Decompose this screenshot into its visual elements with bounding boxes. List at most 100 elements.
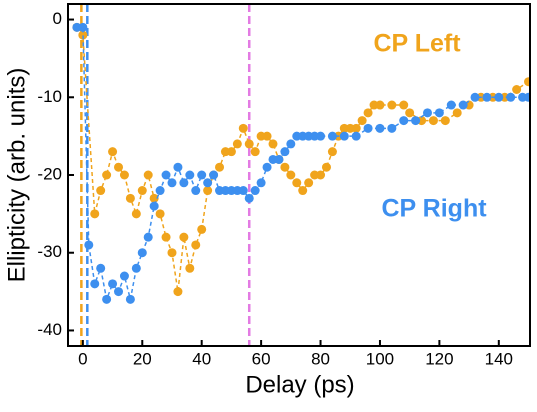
point bbox=[102, 170, 112, 180]
y-tick-label: -10 bbox=[37, 87, 62, 106]
point bbox=[298, 186, 308, 196]
point bbox=[434, 108, 444, 118]
point bbox=[96, 186, 106, 196]
point bbox=[482, 92, 492, 102]
point bbox=[173, 287, 183, 297]
point bbox=[226, 147, 236, 157]
point bbox=[280, 147, 290, 157]
point bbox=[428, 116, 438, 126]
point bbox=[119, 271, 129, 281]
point bbox=[131, 263, 141, 273]
point bbox=[262, 162, 272, 172]
point bbox=[119, 170, 129, 180]
point bbox=[506, 92, 516, 102]
point bbox=[215, 162, 225, 172]
point bbox=[321, 162, 331, 172]
y-tick-label: -30 bbox=[37, 242, 62, 261]
point bbox=[114, 287, 124, 297]
point bbox=[209, 170, 219, 180]
series-line bbox=[76, 26, 529, 303]
point bbox=[387, 100, 397, 110]
point bbox=[363, 108, 373, 118]
point bbox=[304, 178, 314, 188]
point bbox=[280, 162, 290, 172]
y-tick-label: -20 bbox=[37, 164, 62, 183]
point bbox=[286, 170, 296, 180]
point bbox=[363, 123, 373, 133]
point bbox=[339, 131, 349, 141]
point bbox=[191, 240, 201, 250]
x-tick-label: 140 bbox=[485, 349, 513, 368]
point bbox=[458, 100, 468, 110]
x-tick-label: 40 bbox=[192, 349, 211, 368]
point bbox=[274, 154, 284, 164]
point bbox=[351, 131, 361, 141]
point bbox=[250, 147, 260, 157]
point bbox=[262, 131, 272, 141]
point bbox=[155, 186, 165, 196]
point bbox=[470, 92, 480, 102]
point bbox=[84, 240, 94, 250]
point bbox=[238, 186, 248, 196]
point bbox=[316, 170, 326, 180]
point bbox=[203, 178, 213, 188]
point bbox=[143, 170, 153, 180]
point bbox=[137, 248, 147, 258]
point bbox=[173, 162, 183, 172]
point bbox=[102, 294, 112, 304]
point bbox=[179, 178, 189, 188]
point bbox=[78, 22, 88, 32]
x-tick-label: 20 bbox=[133, 349, 152, 368]
point bbox=[351, 123, 361, 133]
point bbox=[256, 178, 266, 188]
point bbox=[167, 178, 177, 188]
series-line bbox=[76, 26, 529, 292]
point bbox=[149, 201, 159, 211]
y-tick-label: -40 bbox=[37, 320, 62, 339]
y-tick-label: 0 bbox=[53, 9, 62, 28]
point bbox=[114, 162, 124, 172]
point bbox=[137, 186, 147, 196]
point bbox=[185, 263, 195, 273]
point bbox=[191, 186, 201, 196]
point bbox=[244, 139, 254, 149]
point bbox=[238, 123, 248, 133]
point bbox=[149, 193, 159, 203]
x-axis-label: Delay (ps) bbox=[245, 371, 354, 398]
x-tick-label: 0 bbox=[78, 349, 87, 368]
point bbox=[90, 209, 100, 219]
point bbox=[90, 279, 100, 289]
x-tick-label: 80 bbox=[311, 349, 330, 368]
point bbox=[399, 100, 409, 110]
point bbox=[161, 232, 171, 242]
x-tick-label: 120 bbox=[425, 349, 453, 368]
point bbox=[405, 108, 415, 118]
legend-label: CP Left bbox=[373, 30, 461, 58]
point bbox=[185, 170, 195, 180]
point bbox=[203, 186, 213, 196]
point bbox=[446, 100, 456, 110]
point bbox=[155, 209, 165, 219]
point bbox=[78, 30, 88, 40]
point bbox=[375, 100, 385, 110]
point bbox=[125, 193, 135, 203]
point bbox=[179, 232, 189, 242]
point bbox=[327, 131, 337, 141]
plot-frame bbox=[67, 3, 531, 347]
point bbox=[524, 77, 530, 87]
point bbox=[422, 108, 432, 118]
point bbox=[292, 178, 302, 188]
point bbox=[96, 263, 106, 273]
point bbox=[387, 123, 397, 133]
point bbox=[316, 131, 326, 141]
y-axis-label: Ellipticity (arb. units) bbox=[3, 68, 30, 283]
x-tick-label: 100 bbox=[366, 349, 394, 368]
point bbox=[197, 224, 207, 234]
point bbox=[524, 92, 530, 102]
point bbox=[512, 85, 522, 94]
point bbox=[375, 123, 385, 133]
point bbox=[143, 232, 153, 242]
legend-label: CP Right bbox=[381, 195, 487, 223]
